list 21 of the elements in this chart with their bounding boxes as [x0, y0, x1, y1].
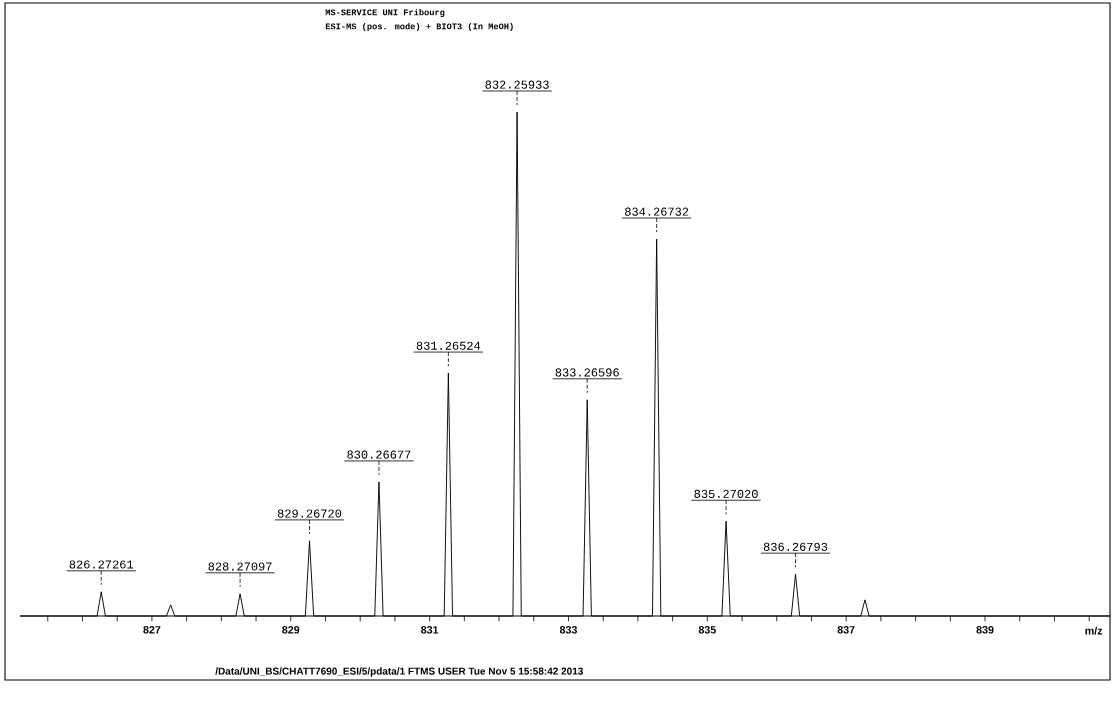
- x-tick-label: 829: [282, 626, 300, 634]
- x-axis-title: m/z: [1085, 626, 1103, 635]
- x-tick-label: 827: [143, 626, 161, 634]
- text: /Data/UNI_BS/CHATT7690_ESI/5/pdata/1 FTMS USER Tue Nov 5 15:58:42 2013: [215, 667, 583, 677]
- chart-title: MS-SERVICE UNI Fribourg: [325, 8, 445, 18]
- annotation: 833.26596: [555, 368, 619, 377]
- annotation: 830.26677: [347, 450, 411, 459]
- annotation: 832.25933: [485, 80, 549, 89]
- annotation: 836.26793: [763, 542, 828, 551]
- x-tick-label: 839: [976, 626, 994, 634]
- x-tick-label: 831: [421, 626, 439, 634]
- annotation: 829.26720: [277, 509, 342, 518]
- x-tick-label: 835: [698, 626, 716, 634]
- x-tick-label: 837: [837, 626, 855, 634]
- annotation: 835.27020: [694, 489, 758, 498]
- x-tick-label: 833: [559, 626, 577, 634]
- annotation: 834.26732: [625, 207, 689, 216]
- annotation: 826.27261: [69, 560, 134, 569]
- chart-subtitle: ESI-MS (pos. mode) + BIOT3 (In MeOH): [325, 22, 513, 32]
- annotation: 828.27097: [208, 562, 272, 571]
- annotation: 831.26524: [416, 341, 481, 350]
